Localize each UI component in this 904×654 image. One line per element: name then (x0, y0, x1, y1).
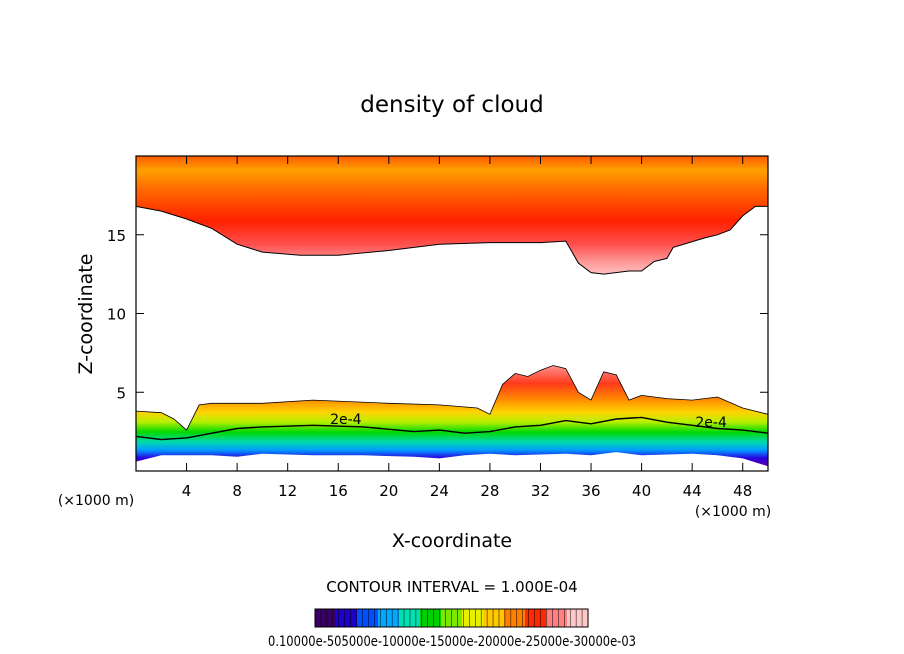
chart-title: density of cloud (360, 92, 543, 118)
x-axis-label: X-coordinate (392, 530, 512, 552)
y-axis: 5 10 15 (107, 227, 768, 402)
upper-cloud-boundary (135, 205, 768, 275)
colorbar-swatch (441, 609, 463, 627)
colorbar (315, 609, 589, 627)
colorbar-swatch (462, 609, 484, 627)
contour-2e-4-line (135, 416, 769, 441)
contour-interval-text: CONTOUR INTERVAL = 1.000E-04 (326, 578, 577, 596)
x-tick-label: 48 (733, 482, 752, 500)
colorbar-swatch (483, 609, 505, 627)
y-tick-label: 5 (116, 384, 126, 402)
x-tick-label: 4 (182, 482, 192, 500)
contour-label: 2e-4 (695, 415, 727, 431)
colorbar-swatch (567, 609, 589, 627)
colorbar-swatch (315, 609, 337, 627)
colorbar-swatch (420, 609, 442, 627)
plot-area: 2e-4 2e-4 (135, 155, 769, 472)
x-tick-label: 28 (480, 482, 499, 500)
x-axis: 4 8 12 16 20 24 28 32 36 40 44 48 (182, 156, 752, 500)
colorbar-swatch (546, 609, 568, 627)
x-tick-label: 44 (683, 482, 702, 500)
y-axis-label: Z-coordinate (75, 254, 97, 375)
x-tick-label: 20 (379, 482, 398, 500)
x-tick-label: 12 (278, 482, 297, 500)
colorbar-labels: 0.10000e-505000e-10000e-15000e-20000e-25… (268, 634, 636, 650)
x-unit-right: (×1000 m) (695, 504, 771, 520)
x-tick-label: 24 (430, 482, 449, 500)
lower-cloud-boundary (135, 365, 769, 431)
lower-cloud-layer (136, 365, 768, 467)
colorbar-swatch (504, 609, 526, 627)
y-tick-label: 10 (107, 306, 126, 324)
colorbar-swatch (357, 609, 379, 627)
y-tick-label: 15 (107, 227, 126, 245)
x-tick-label: 36 (581, 482, 600, 500)
colorbar-swatch (336, 609, 358, 627)
x-tick-label: 8 (232, 482, 242, 500)
colorbar-frame (314, 608, 589, 628)
x-tick-label: 32 (531, 482, 550, 500)
colorbar-swatch (525, 609, 547, 627)
x-tick-label: 16 (329, 482, 348, 500)
contour-label: 2e-4 (330, 412, 362, 428)
colorbar-swatch (378, 609, 400, 627)
upper-cloud-layer (136, 156, 768, 275)
x-tick-label: 40 (632, 482, 651, 500)
x-unit-left: (×1000 m) (58, 493, 134, 509)
